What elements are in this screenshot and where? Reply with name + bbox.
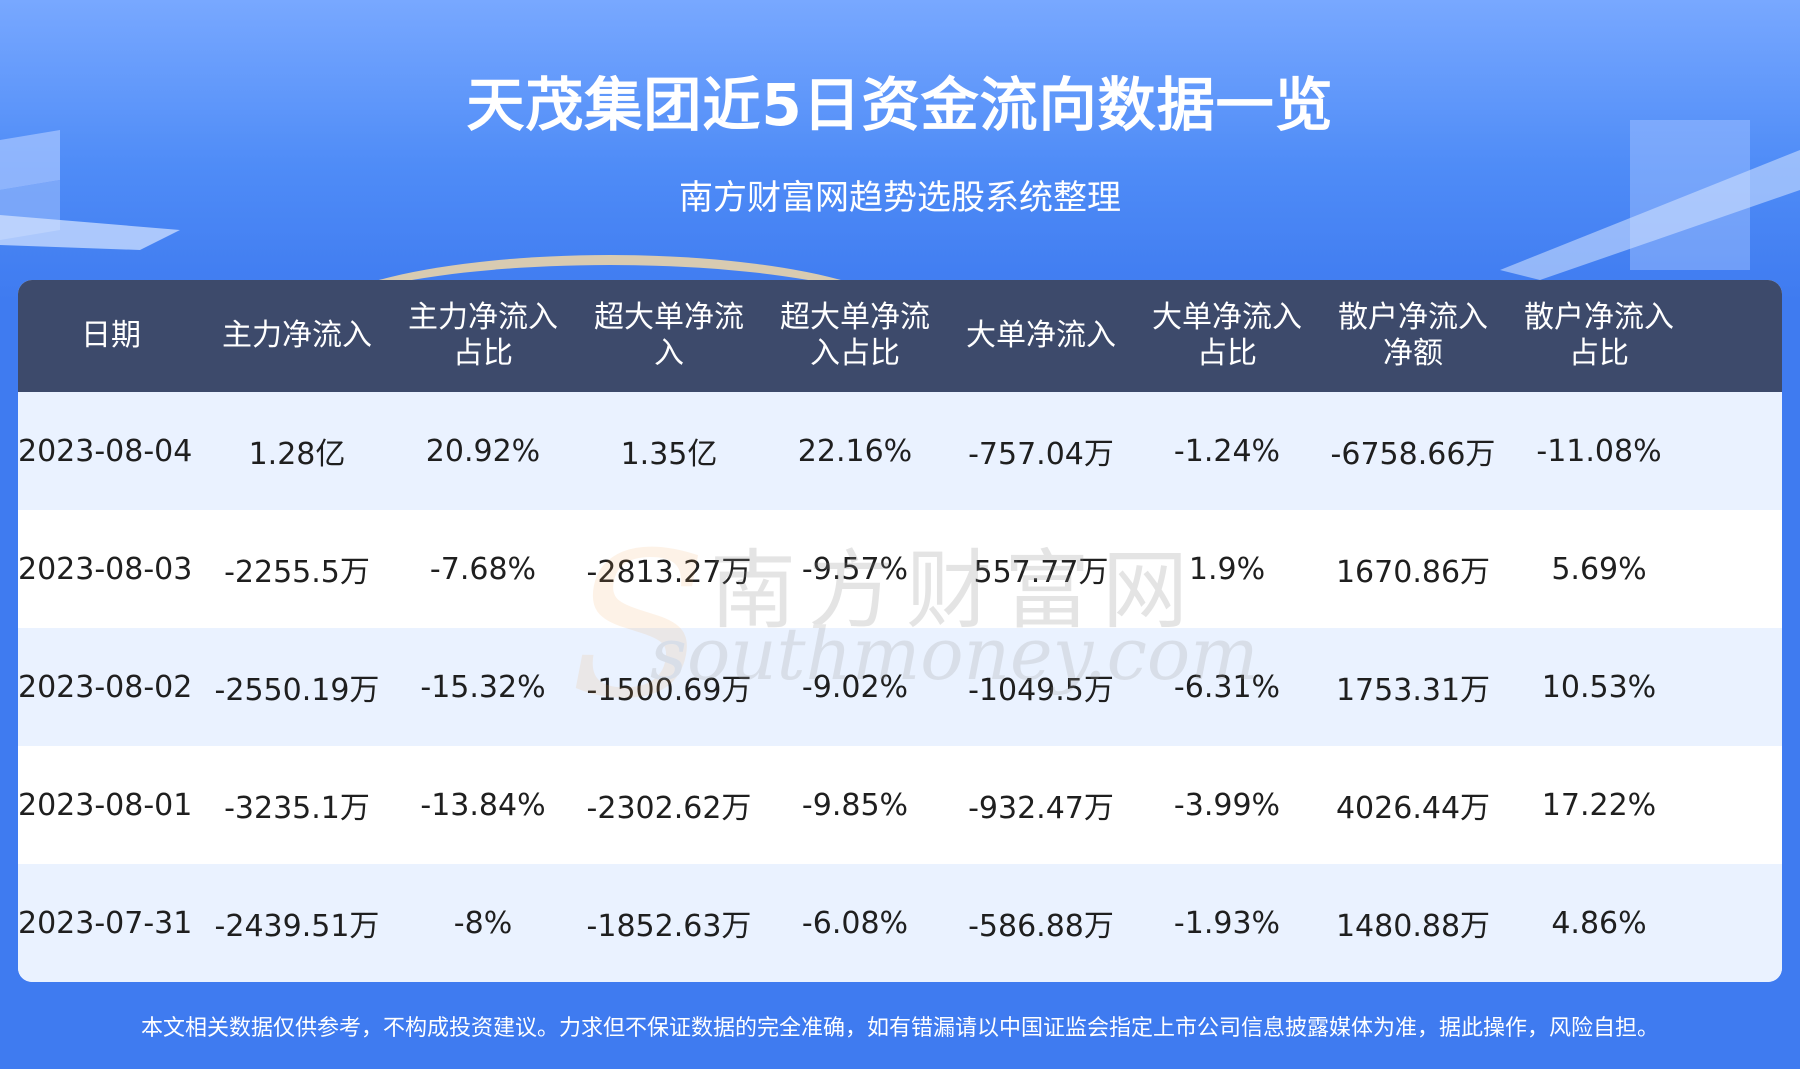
column-header-large-ratio: 大单净流入 占比 [1152,300,1302,371]
cell-retail-ratio: 4.86% [1551,905,1647,941]
cell-large-inflow: -586.88万 [968,909,1114,944]
column-header-retail-ratio: 散户净流入 占比 [1524,300,1674,371]
cell-xl-inflow: -2302.62万 [586,791,752,826]
cell-retail-inflow: 1753.31万 [1335,673,1491,708]
cell-main-ratio: -8% [453,905,513,941]
disclaimer-text: 本文相关数据仅供参考，不构成投资建议。力求但不保证数据的完全准确，如有错漏请以中… [140,1016,1659,1041]
cell-xl-ratio: 22.16% [797,433,913,469]
cell-main-inflow: -3235.1万 [224,791,370,826]
cell-date: 2023-08-02 [18,669,193,705]
cell-main-inflow: 1.28亿 [248,437,346,472]
header-background [0,0,1800,300]
cell-xl-inflow: -1500.69万 [586,673,752,708]
table-row: 2023-08-03 -2255.5万 -7.68% -2813.27万 -9.… [18,510,1782,628]
column-header-date: 日期 [81,318,141,353]
decorative-arc [300,255,920,405]
cell-main-ratio: -15.32% [420,669,546,705]
cell-main-inflow: -2439.51万 [214,909,380,944]
column-header-main-ratio: 主力净流入 占比 [408,300,558,371]
data-table: 日期 主力净流入 主力净流入 占比 超大单净流 入 超大单净流 入占比 大单净流… [18,280,1782,982]
column-header-large-inflow: 大单净流入 [966,318,1116,353]
cell-date: 2023-08-04 [18,433,193,469]
cell-main-ratio: 20.92% [425,433,541,469]
cell-xl-inflow: 1.35亿 [620,437,718,472]
column-header-xl-ratio: 超大单净流 入占比 [780,300,930,371]
cell-large-ratio: -3.99% [1173,787,1281,823]
table-header-row: 日期 主力净流入 主力净流入 占比 超大单净流 入 超大单净流 入占比 大单净流… [18,280,1782,392]
table-row: 2023-08-02 -2550.19万 -15.32% -1500.69万 -… [18,628,1782,746]
cell-xl-ratio: -9.02% [801,669,909,705]
cell-retail-ratio: 5.69% [1551,551,1647,587]
cell-large-inflow: -1049.5万 [968,673,1114,708]
cell-xl-inflow: -2813.27万 [586,555,752,590]
cell-main-inflow: -2255.5万 [224,555,370,590]
table-row: 2023-08-04 1.28亿 20.92% 1.35亿 22.16% -75… [18,392,1782,510]
cell-xl-ratio: -9.85% [801,787,909,823]
cell-large-ratio: -1.93% [1173,905,1281,941]
cell-retail-inflow: 4026.44万 [1335,791,1491,826]
cell-retail-ratio: -11.08% [1536,433,1662,469]
cell-large-ratio: -6.31% [1173,669,1281,705]
cell-large-inflow: -757.04万 [968,437,1114,472]
cell-xl-ratio: -9.57% [801,551,909,587]
cell-main-ratio: -7.68% [429,551,537,587]
table-row: 2023-08-01 -3235.1万 -13.84% -2302.62万 -9… [18,746,1782,864]
cell-main-ratio: -13.84% [420,787,546,823]
cell-xl-inflow: -1852.63万 [586,909,752,944]
column-header-xl-inflow: 超大单净流 入 [594,300,744,371]
cell-date: 2023-07-31 [18,905,193,941]
column-header-main-inflow: 主力净流入 [222,318,372,353]
cell-retail-ratio: 17.22% [1541,787,1657,823]
cell-retail-inflow: 1670.86万 [1335,555,1491,590]
cell-large-ratio: 1.9% [1188,551,1266,587]
decorative-blocks-right [1500,120,1800,280]
cell-large-inflow: 557.77万 [973,555,1109,590]
cell-large-inflow: -932.47万 [968,791,1114,826]
table-row: 2023-07-31 -2439.51万 -8% -1852.63万 -6.08… [18,864,1782,982]
cell-retail-ratio: 10.53% [1541,669,1657,705]
page-title: 天茂集团近5日资金流向数据一览 [466,71,1334,139]
cell-main-inflow: -2550.19万 [214,673,380,708]
cell-date: 2023-08-01 [18,787,193,823]
cell-date: 2023-08-03 [18,551,193,587]
decorative-blocks-left [0,130,180,250]
cell-large-ratio: -1.24% [1173,433,1281,469]
column-header-retail-inflow: 散户净流入 净额 [1338,300,1488,371]
page-subtitle: 南方财富网趋势选股系统整理 [679,178,1121,218]
cell-retail-inflow: -6758.66万 [1330,437,1496,472]
cell-retail-inflow: 1480.88万 [1335,909,1491,944]
cell-xl-ratio: -6.08% [801,905,909,941]
